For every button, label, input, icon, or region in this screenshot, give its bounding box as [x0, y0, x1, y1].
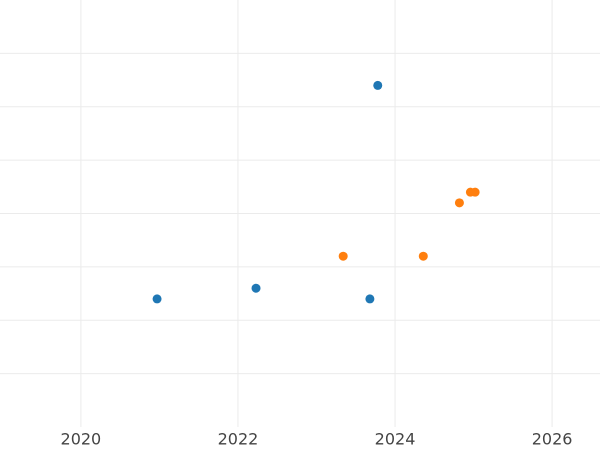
point	[373, 80, 383, 90]
x-tick-label: 2026	[532, 430, 573, 449]
point	[338, 251, 348, 261]
point	[454, 198, 464, 208]
point	[365, 294, 375, 304]
point	[251, 283, 261, 293]
x-tick-label: 2022	[218, 430, 259, 449]
x-tick-label: 2020	[61, 430, 102, 449]
x-tick-label: 2024	[375, 430, 416, 449]
point	[470, 187, 480, 197]
point	[418, 251, 428, 261]
point	[152, 294, 162, 304]
